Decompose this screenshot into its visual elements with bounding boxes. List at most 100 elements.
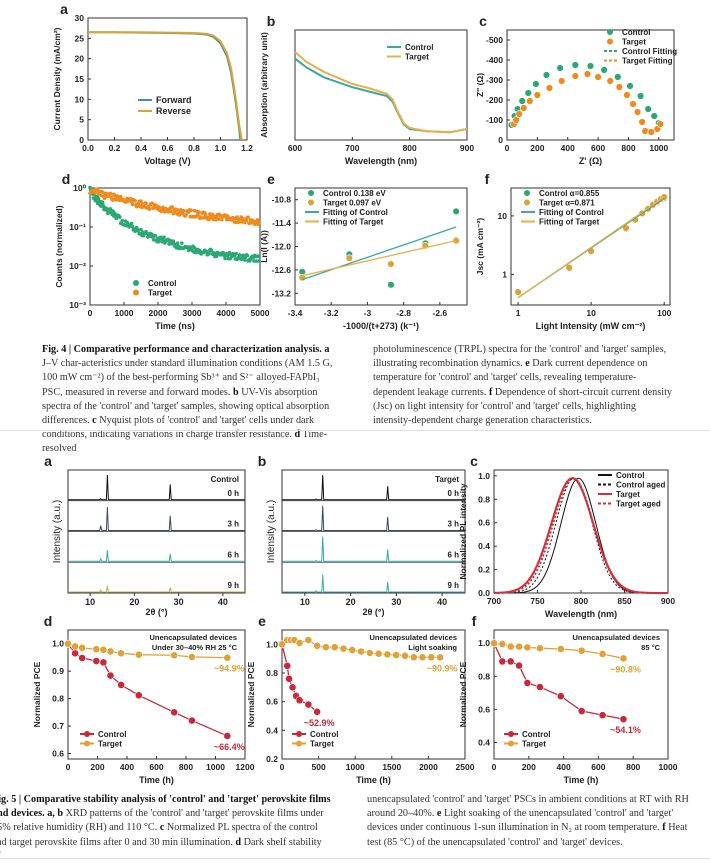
data-point — [107, 648, 114, 655]
tick-label: 900 — [661, 596, 675, 606]
legend-label: Target — [310, 740, 334, 749]
data-point — [64, 640, 71, 647]
data-point — [566, 264, 573, 271]
tick-label: 10⁻³ — [69, 300, 86, 310]
legend-label: Target Fitting — [622, 57, 673, 66]
legend-title: Control — [211, 475, 239, 484]
data-point — [572, 73, 579, 80]
data-point — [289, 684, 296, 691]
tick-label: 30 — [75, 13, 85, 23]
data-point — [284, 662, 291, 669]
legend-marker — [524, 190, 530, 196]
tick-label: 0.6 — [478, 518, 490, 528]
data-point — [428, 654, 435, 661]
tick-label: 1 — [516, 308, 521, 318]
data-point — [148, 207, 152, 211]
tick-label: 10⁻² — [69, 261, 86, 271]
tick-label: 0.4 — [478, 541, 490, 551]
data-point — [245, 254, 249, 258]
tick-label: 20 — [346, 597, 356, 607]
xrd-trace — [68, 550, 245, 561]
series-label: 9 h — [447, 581, 459, 590]
tick-label: 0 — [79, 135, 84, 145]
tick-label: 0.6 — [478, 704, 490, 714]
tick-label: 1.2 — [241, 143, 253, 153]
tick-label: 600 — [591, 143, 605, 153]
panel-letter: f — [472, 613, 477, 629]
legend-label: Reverse — [156, 106, 191, 116]
series-label: 9 h — [227, 581, 239, 590]
legend-title: Target — [435, 475, 459, 484]
data-point — [118, 650, 125, 657]
data-point — [93, 646, 100, 653]
legend-label: Control Fitting — [622, 47, 677, 56]
tick-label: -3.2 — [324, 308, 339, 318]
data-point — [171, 709, 178, 716]
data-point — [546, 85, 553, 92]
data-point — [614, 74, 621, 81]
tick-label: 0.4 — [478, 737, 490, 747]
tick-label: 900 — [460, 143, 474, 153]
data-point — [180, 241, 184, 245]
legend-label: Control aged — [616, 481, 665, 490]
pl-curve — [494, 478, 668, 593]
tick-label: 800 — [574, 596, 588, 606]
data-point — [109, 192, 113, 196]
data-point — [118, 681, 125, 688]
y-axis-label: Intensity (a.u.) — [52, 500, 63, 563]
panel-letter: e — [267, 171, 275, 187]
tick-label: 0.6 — [266, 697, 278, 707]
annotation: Light soaking — [408, 643, 457, 652]
tick-label: 0 — [280, 762, 285, 772]
tick-label: 4000 — [217, 308, 236, 318]
y-axis-label: Counts (normalized) — [54, 205, 64, 287]
xrd-trace — [68, 507, 245, 531]
tick-label: -2.6 — [433, 308, 448, 318]
x-axis-label: Time (h) — [139, 775, 174, 785]
tick-label: -500 — [486, 35, 503, 45]
pl-curve — [494, 478, 668, 593]
tick-label: 500 — [312, 762, 326, 772]
tick-label: 200 — [90, 762, 104, 772]
data-point — [135, 651, 142, 658]
retention-label: ~90.8% — [610, 664, 641, 674]
tick-label: 0.9 — [52, 666, 64, 676]
panel-letter: c — [470, 453, 478, 469]
data-point — [349, 646, 356, 653]
data-point — [189, 208, 193, 212]
tick-label: 0.8 — [478, 494, 490, 504]
tick-label: 10⁻¹ — [69, 222, 86, 232]
legend-label: Target — [622, 38, 646, 47]
data-point — [144, 201, 148, 205]
data-point — [515, 643, 522, 650]
panel-letter: b — [267, 13, 276, 29]
tick-label: 40 — [437, 597, 447, 607]
annotation: Unencapsulated devices — [572, 633, 660, 642]
legend-label: Control α=0.855 — [539, 189, 600, 198]
annotation: Under 30–40% RH 25 °C — [152, 643, 238, 652]
data-point — [224, 732, 231, 739]
tick-label: 0.4 — [266, 725, 278, 735]
legend-marker — [84, 741, 90, 747]
tick-label: 0 — [492, 762, 497, 772]
plot-frame — [88, 18, 247, 140]
series-label: 6 h — [227, 550, 239, 559]
data-point — [572, 62, 579, 69]
legend-marker — [607, 29, 613, 35]
tick-label: 10 — [300, 597, 310, 607]
tick-label: 2000 — [419, 762, 438, 772]
chart-5c: c700 750 800 850 9000.00.20.40.60.81.0Wavele… — [460, 455, 710, 615]
tick-label: 3000 — [183, 308, 202, 318]
data-point — [71, 643, 78, 650]
tick-label: 0.4 — [135, 143, 147, 153]
tick-label: 0.0 — [478, 588, 490, 598]
data-point — [135, 692, 142, 699]
tick-label: 0.6 — [52, 749, 64, 759]
tick-label: 10⁰ — [73, 183, 86, 193]
data-point — [578, 707, 585, 714]
tick-label: 40 — [218, 597, 228, 607]
legend-label: Control — [310, 730, 338, 739]
data-point — [331, 644, 338, 651]
series-line — [295, 52, 467, 132]
data-point — [357, 648, 364, 655]
